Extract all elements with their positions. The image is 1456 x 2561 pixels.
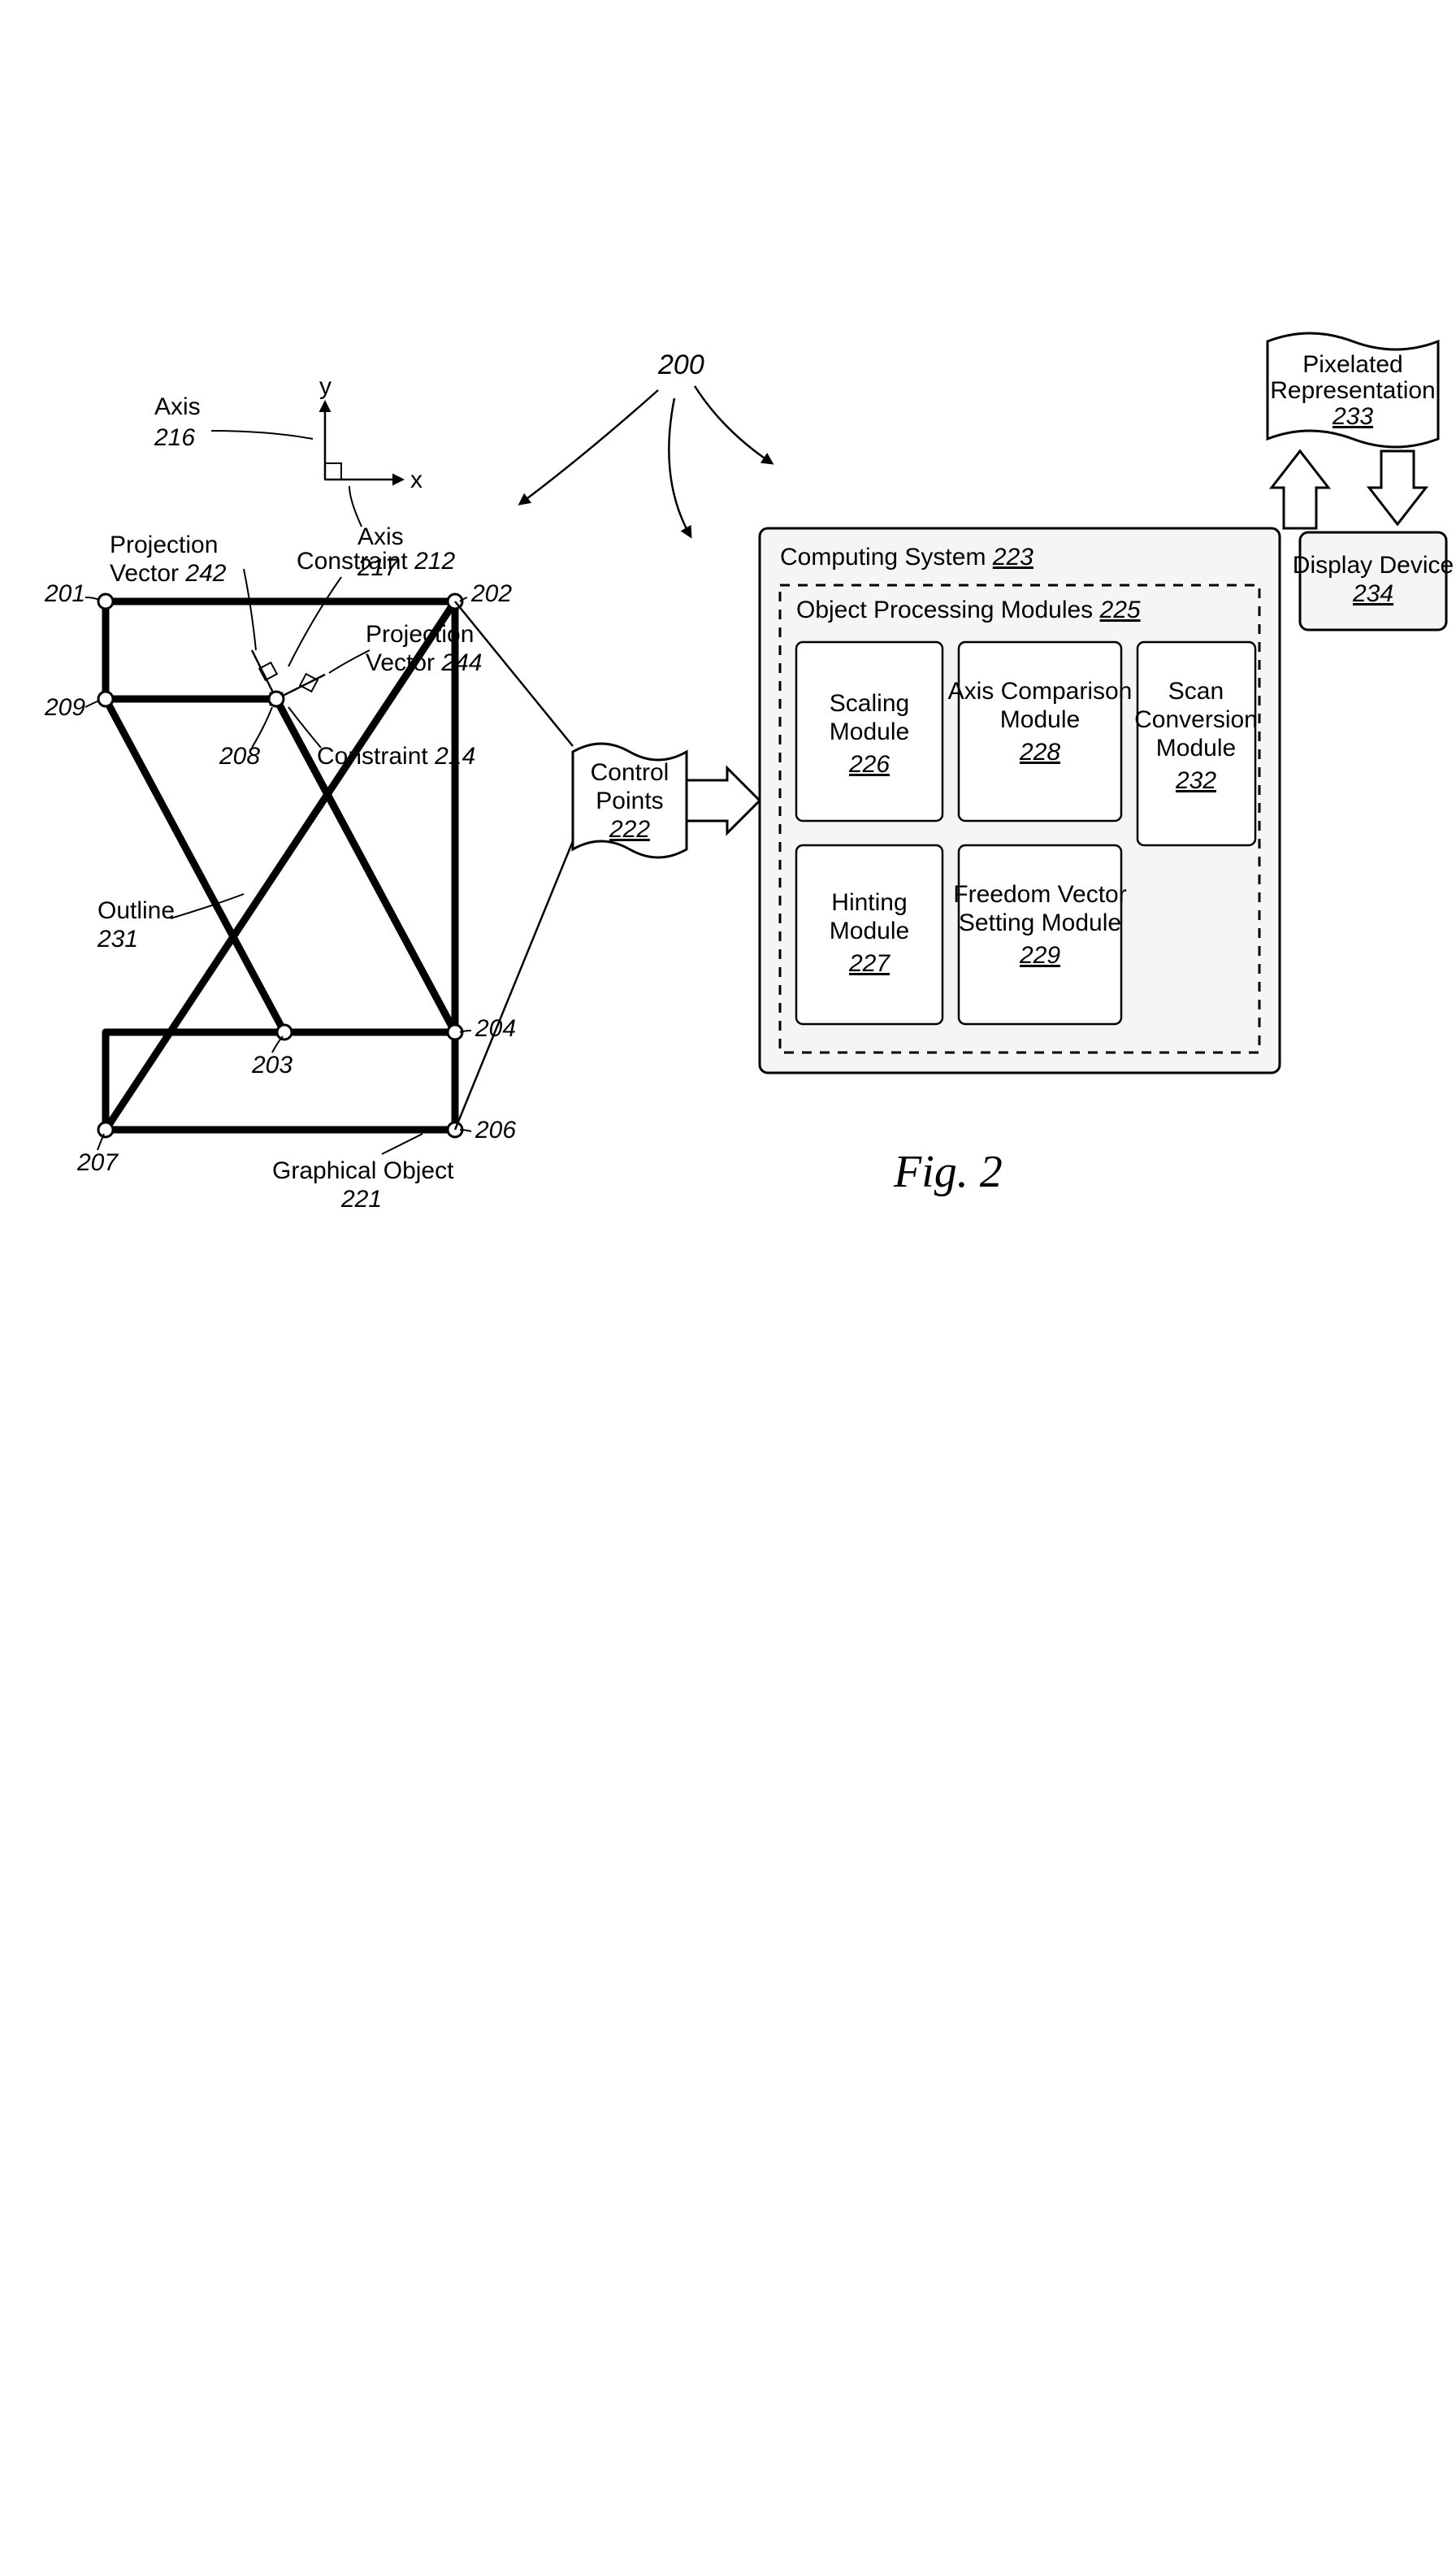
scaling-ref: 226 xyxy=(848,751,890,778)
figure-label: Fig. 2 xyxy=(893,1147,1003,1197)
pv-242-label2: Vector 242 xyxy=(110,560,227,587)
cp-208 xyxy=(269,692,284,706)
constraint-214-label: Constraint 214 xyxy=(317,743,475,770)
hinting-ref: 227 xyxy=(848,950,890,977)
axis-label-y: Axis xyxy=(154,393,201,420)
axis-comp-ref: 228 xyxy=(1019,739,1060,766)
control-points-l1: Control xyxy=(591,759,670,786)
cp-201 xyxy=(98,594,113,609)
pv-242-label1: Projection xyxy=(110,532,218,558)
cp-209 xyxy=(98,692,113,706)
scaling-l1: Scaling xyxy=(830,690,909,717)
cp-label-206: 206 xyxy=(474,1117,516,1144)
display-device-l1: Display Device xyxy=(1293,552,1454,579)
cp-203 xyxy=(277,1025,292,1040)
graphical-object-label: Graphical Object xyxy=(272,1157,454,1184)
arrow-up-cs-pix xyxy=(1272,451,1328,528)
obj-proc-title: Object Processing Modules 225 xyxy=(796,597,1141,623)
hinting-l1: Hinting xyxy=(831,889,907,916)
axis-y-label: y xyxy=(319,373,332,400)
axis-comp-l2: Module xyxy=(1000,706,1080,733)
control-points-l2: Points xyxy=(596,788,663,814)
axis-label-x: Axis xyxy=(358,523,404,550)
arrow-cp-to-cs xyxy=(687,768,760,833)
display-device: Display Device 234 xyxy=(1293,532,1454,630)
pixelated-l1b: Pixelated xyxy=(1302,351,1402,378)
cp-label-203: 203 xyxy=(251,1052,292,1079)
display-device-ref: 234 xyxy=(1352,580,1393,607)
scan-ref: 232 xyxy=(1175,767,1216,794)
freedom-ref: 229 xyxy=(1019,942,1060,969)
freedom-l1: Freedom Vector xyxy=(953,881,1126,908)
scan-l1: Scan xyxy=(1168,678,1224,705)
scan-l2: Conversion xyxy=(1134,706,1258,733)
cp-label-209: 209 xyxy=(44,694,85,721)
cp-label-202: 202 xyxy=(470,580,512,607)
cp-label-201: 201 xyxy=(44,580,85,607)
axis-comp-l1: Axis Comparison xyxy=(948,678,1133,705)
arrow-down-pix-disp xyxy=(1369,451,1426,524)
overall-ref-group: 200 xyxy=(520,349,772,536)
axis-x-label: x xyxy=(410,467,422,493)
freedom-l2: Setting Module xyxy=(959,909,1121,936)
pixelated-l2b: Representation xyxy=(1270,377,1435,404)
overall-ref-label: 200 xyxy=(657,349,704,380)
cp-label-207: 207 xyxy=(76,1149,119,1176)
control-points-doc: Control Points 222 xyxy=(573,744,687,857)
scaling-l2: Module xyxy=(830,718,909,745)
constraint-212-label: Constraint 212 xyxy=(297,548,455,575)
cp-label-208: 208 xyxy=(219,743,260,770)
outline-label: Outline xyxy=(98,897,175,924)
cp-207 xyxy=(98,1122,113,1137)
scan-l3: Module xyxy=(1156,735,1236,762)
hinting-l2: Module xyxy=(830,918,909,944)
axis-ref-y: 216 xyxy=(154,424,195,451)
pv-244-label2: Vector 244 xyxy=(366,649,482,676)
computing-system-title: Computing System 223 xyxy=(780,544,1034,571)
pixelated-doc-2: Pixelated Representation 233 xyxy=(1268,333,1438,447)
control-points-ref: 222 xyxy=(609,816,650,843)
computing-system: Computing System 223 Object Processing M… xyxy=(760,528,1280,1073)
pixelated-refb: 233 xyxy=(1332,403,1373,430)
outline-ref: 231 xyxy=(97,926,138,953)
pv-244-label1: Projection xyxy=(366,621,474,648)
graphical-object-ref: 221 xyxy=(340,1186,382,1213)
